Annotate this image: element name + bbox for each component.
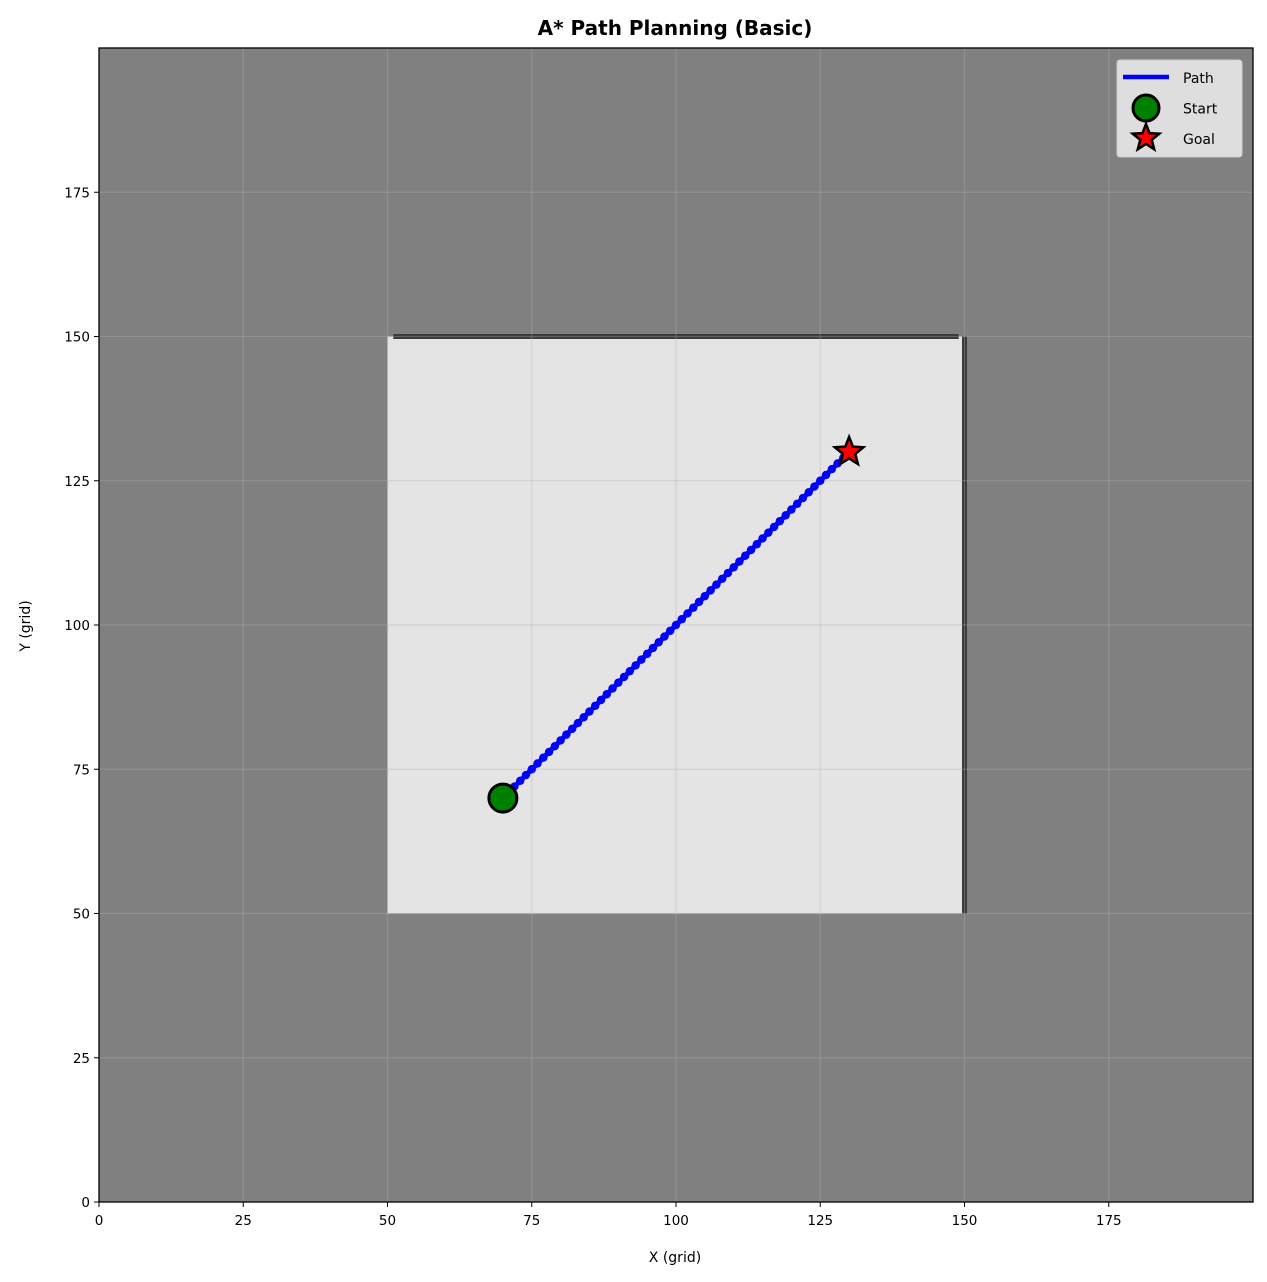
path-point xyxy=(764,528,773,537)
path-point xyxy=(810,482,819,491)
path-point xyxy=(591,701,600,710)
path-point xyxy=(827,465,836,474)
x-tick-label: 50 xyxy=(379,1213,396,1229)
path-point xyxy=(602,690,611,699)
plot-area xyxy=(98,47,1254,1203)
goal-marker xyxy=(831,433,867,467)
path-point xyxy=(712,580,721,589)
path-point xyxy=(677,615,686,624)
legend-label: Path xyxy=(1183,71,1214,87)
x-tick-label: 75 xyxy=(523,1213,540,1229)
path-point xyxy=(792,499,802,509)
path-point xyxy=(666,626,675,635)
path-point xyxy=(648,643,658,653)
path-point xyxy=(562,730,571,739)
path-point xyxy=(619,672,629,682)
path-point xyxy=(717,574,727,584)
path-point xyxy=(798,493,808,503)
legend-label: Start xyxy=(1183,102,1218,118)
path-point xyxy=(533,759,542,768)
path-point xyxy=(729,563,738,572)
path-point xyxy=(723,568,733,578)
legend-label: Goal xyxy=(1183,132,1215,148)
path-point xyxy=(660,632,669,641)
x-tick-label: 150 xyxy=(952,1213,978,1229)
legend-start-swatch xyxy=(1131,93,1161,123)
y-axis-ticks: 0 25 50 75 100 125 150 175 xyxy=(64,185,99,1211)
path-point xyxy=(816,476,825,485)
path-point xyxy=(573,718,583,728)
legend-goal-swatch xyxy=(1129,120,1163,153)
path-point xyxy=(735,557,744,566)
path-point xyxy=(671,620,681,630)
path-point xyxy=(694,597,704,607)
x-tick-label: 175 xyxy=(1096,1213,1122,1229)
y-tick-label: 75 xyxy=(73,762,90,778)
path-point xyxy=(821,470,831,480)
path-point xyxy=(608,684,617,693)
path-point xyxy=(706,586,715,595)
path-point xyxy=(769,522,779,532)
y-tick-label: 175 xyxy=(64,185,90,201)
path-point xyxy=(758,534,767,543)
y-tick-label: 0 xyxy=(81,1195,90,1211)
y-axis-label: Y (grid) xyxy=(18,600,34,652)
path-point xyxy=(787,505,796,514)
path-point xyxy=(631,661,640,670)
x-axis-ticks: 0 25 50 75 100 125 150 175 xyxy=(95,1202,1122,1229)
x-tick-label: 0 xyxy=(95,1213,104,1229)
path-point xyxy=(654,638,663,647)
path-point xyxy=(544,747,554,757)
path-point xyxy=(556,736,565,745)
path-point xyxy=(637,655,646,664)
x-tick-label: 100 xyxy=(663,1213,689,1229)
path-point xyxy=(585,707,594,716)
path-point xyxy=(614,678,623,687)
path-point xyxy=(741,551,750,560)
start-marker xyxy=(487,782,519,814)
y-tick-label: 150 xyxy=(64,330,90,346)
path-point xyxy=(521,770,531,780)
path-point xyxy=(527,765,536,774)
path-point xyxy=(550,741,560,751)
x-tick-label: 125 xyxy=(807,1213,833,1229)
y-tick-label: 100 xyxy=(64,618,90,634)
path-point xyxy=(781,511,790,520)
path-point xyxy=(539,753,548,762)
path-point xyxy=(567,724,577,734)
path-point xyxy=(683,609,692,618)
legend: Path Start Goal xyxy=(1116,59,1243,158)
path-point xyxy=(804,488,813,497)
path-point xyxy=(516,776,525,785)
chart-title: A* Path Planning (Basic) xyxy=(538,16,813,40)
path-point xyxy=(752,540,761,549)
path-point xyxy=(596,695,606,705)
path-point xyxy=(579,713,588,722)
path-point xyxy=(775,516,785,526)
path-point xyxy=(625,666,635,676)
path-point xyxy=(642,649,652,659)
path-point xyxy=(689,603,698,612)
y-tick-label: 50 xyxy=(73,907,90,923)
path-point xyxy=(700,591,710,601)
y-tick-label: 125 xyxy=(64,474,90,490)
path-point xyxy=(746,545,756,555)
x-axis-label: X (grid) xyxy=(649,1250,701,1266)
x-tick-label: 25 xyxy=(235,1213,252,1229)
y-tick-label: 25 xyxy=(73,1051,90,1067)
